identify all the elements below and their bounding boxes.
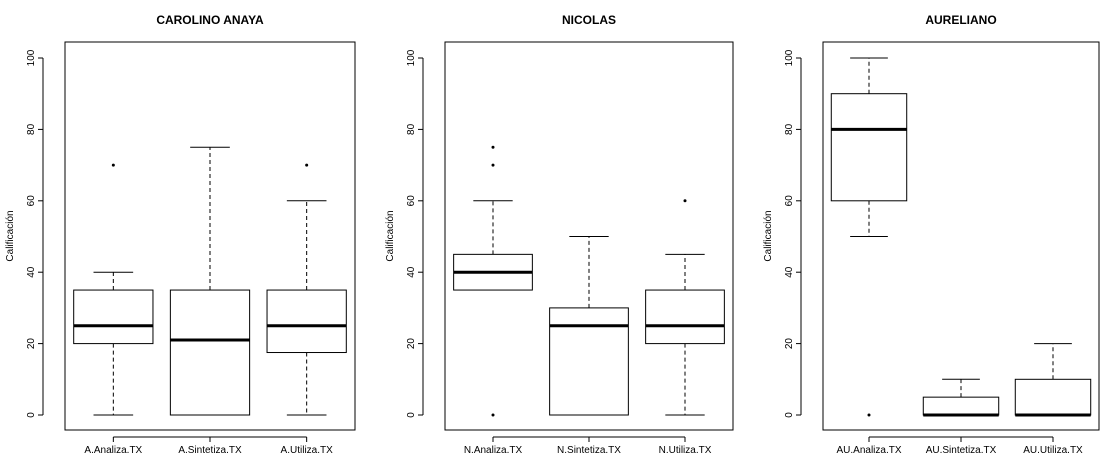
x-category-label: A.Sintetiza.TX bbox=[178, 445, 242, 453]
box-N.Utiliza.TX bbox=[645, 199, 725, 416]
y-axis-label: Calificación bbox=[763, 210, 774, 261]
outlier-point bbox=[867, 413, 871, 417]
y-tick-label: 40 bbox=[26, 266, 37, 278]
y-tick-label: 60 bbox=[406, 195, 417, 207]
iqr-box bbox=[1014, 378, 1092, 416]
x-category-label: AU.Sintetiza.TX bbox=[926, 445, 997, 453]
plot-frame bbox=[64, 41, 356, 431]
x-category-label: AU.Analiza.TX bbox=[836, 445, 901, 453]
y-tick-label: 40 bbox=[406, 266, 417, 278]
panel-2: NICOLAS 0 20 40 60 80 100 Calificación N.Analiza… bbox=[385, 13, 734, 453]
x-category-label: A.Utiliza.TX bbox=[281, 445, 334, 453]
x-category-label: N.Utiliza.TX bbox=[659, 445, 712, 453]
panel-1: CAROLINO ANAYA 0 20 40 60 80 100 Calificación A.… bbox=[5, 13, 356, 453]
box-A.Sintetiza.TX bbox=[169, 146, 251, 416]
y-tick-label: 80 bbox=[784, 123, 795, 135]
box-AU.Sintetiza.TX bbox=[922, 378, 1000, 417]
iqr-box bbox=[169, 289, 251, 416]
y-tick-label: 100 bbox=[784, 49, 795, 66]
y-axis-label: Calificación bbox=[5, 210, 16, 261]
outlier-point bbox=[491, 163, 495, 167]
y-tick-label: 80 bbox=[406, 123, 417, 135]
plot-frame bbox=[444, 41, 734, 431]
y-tick-label: 0 bbox=[406, 412, 417, 418]
iqr-box bbox=[922, 396, 1000, 416]
y-tick-label: 20 bbox=[406, 338, 417, 350]
outlier-point bbox=[491, 145, 495, 149]
y-axis-label: Calificación bbox=[385, 210, 396, 261]
iqr-box bbox=[830, 93, 908, 202]
y-tick-label: 60 bbox=[26, 195, 37, 207]
iqr-box bbox=[266, 289, 347, 354]
y-tick-label: 60 bbox=[784, 195, 795, 207]
x-category-label: N.Sintetiza.TX bbox=[557, 445, 621, 453]
box-AU.Utiliza.TX bbox=[1014, 343, 1092, 417]
y-tick-label: 20 bbox=[26, 338, 37, 350]
x-category-label: A.Analiza.TX bbox=[84, 445, 142, 453]
outlier-point bbox=[111, 163, 115, 167]
iqr-box bbox=[73, 289, 154, 345]
plot-frame bbox=[822, 41, 1100, 431]
panel-title: CAROLINO ANAYA bbox=[156, 13, 264, 27]
y-tick-label: 40 bbox=[784, 266, 795, 278]
outlier-point bbox=[683, 199, 687, 203]
box-N.Sintetiza.TX bbox=[549, 236, 629, 416]
panel-title: AURELIANO bbox=[925, 13, 996, 27]
outlier-point bbox=[305, 163, 309, 167]
y-tick-label: 100 bbox=[406, 49, 417, 66]
y-tick-label: 20 bbox=[784, 338, 795, 350]
box-AU.Analiza.TX bbox=[830, 57, 908, 417]
box-A.Analiza.TX bbox=[73, 163, 154, 416]
y-tick-label: 80 bbox=[26, 123, 37, 135]
iqr-box bbox=[645, 289, 725, 345]
x-category-label: AU.Utiliza.TX bbox=[1023, 445, 1083, 453]
panel-title: NICOLAS bbox=[562, 13, 616, 27]
y-tick-label: 100 bbox=[26, 49, 37, 66]
outlier-point bbox=[491, 413, 495, 417]
box-N.Analiza.TX bbox=[453, 145, 533, 417]
panel-3: AURELIANO 0 20 40 60 80 100 Calificación AU.Anal… bbox=[763, 13, 1100, 453]
y-tick-label: 0 bbox=[26, 412, 37, 418]
box-A.Utiliza.TX bbox=[266, 163, 347, 416]
y-tick-label: 0 bbox=[784, 412, 795, 418]
x-category-label: N.Analiza.TX bbox=[464, 445, 523, 453]
iqr-box bbox=[549, 307, 629, 416]
